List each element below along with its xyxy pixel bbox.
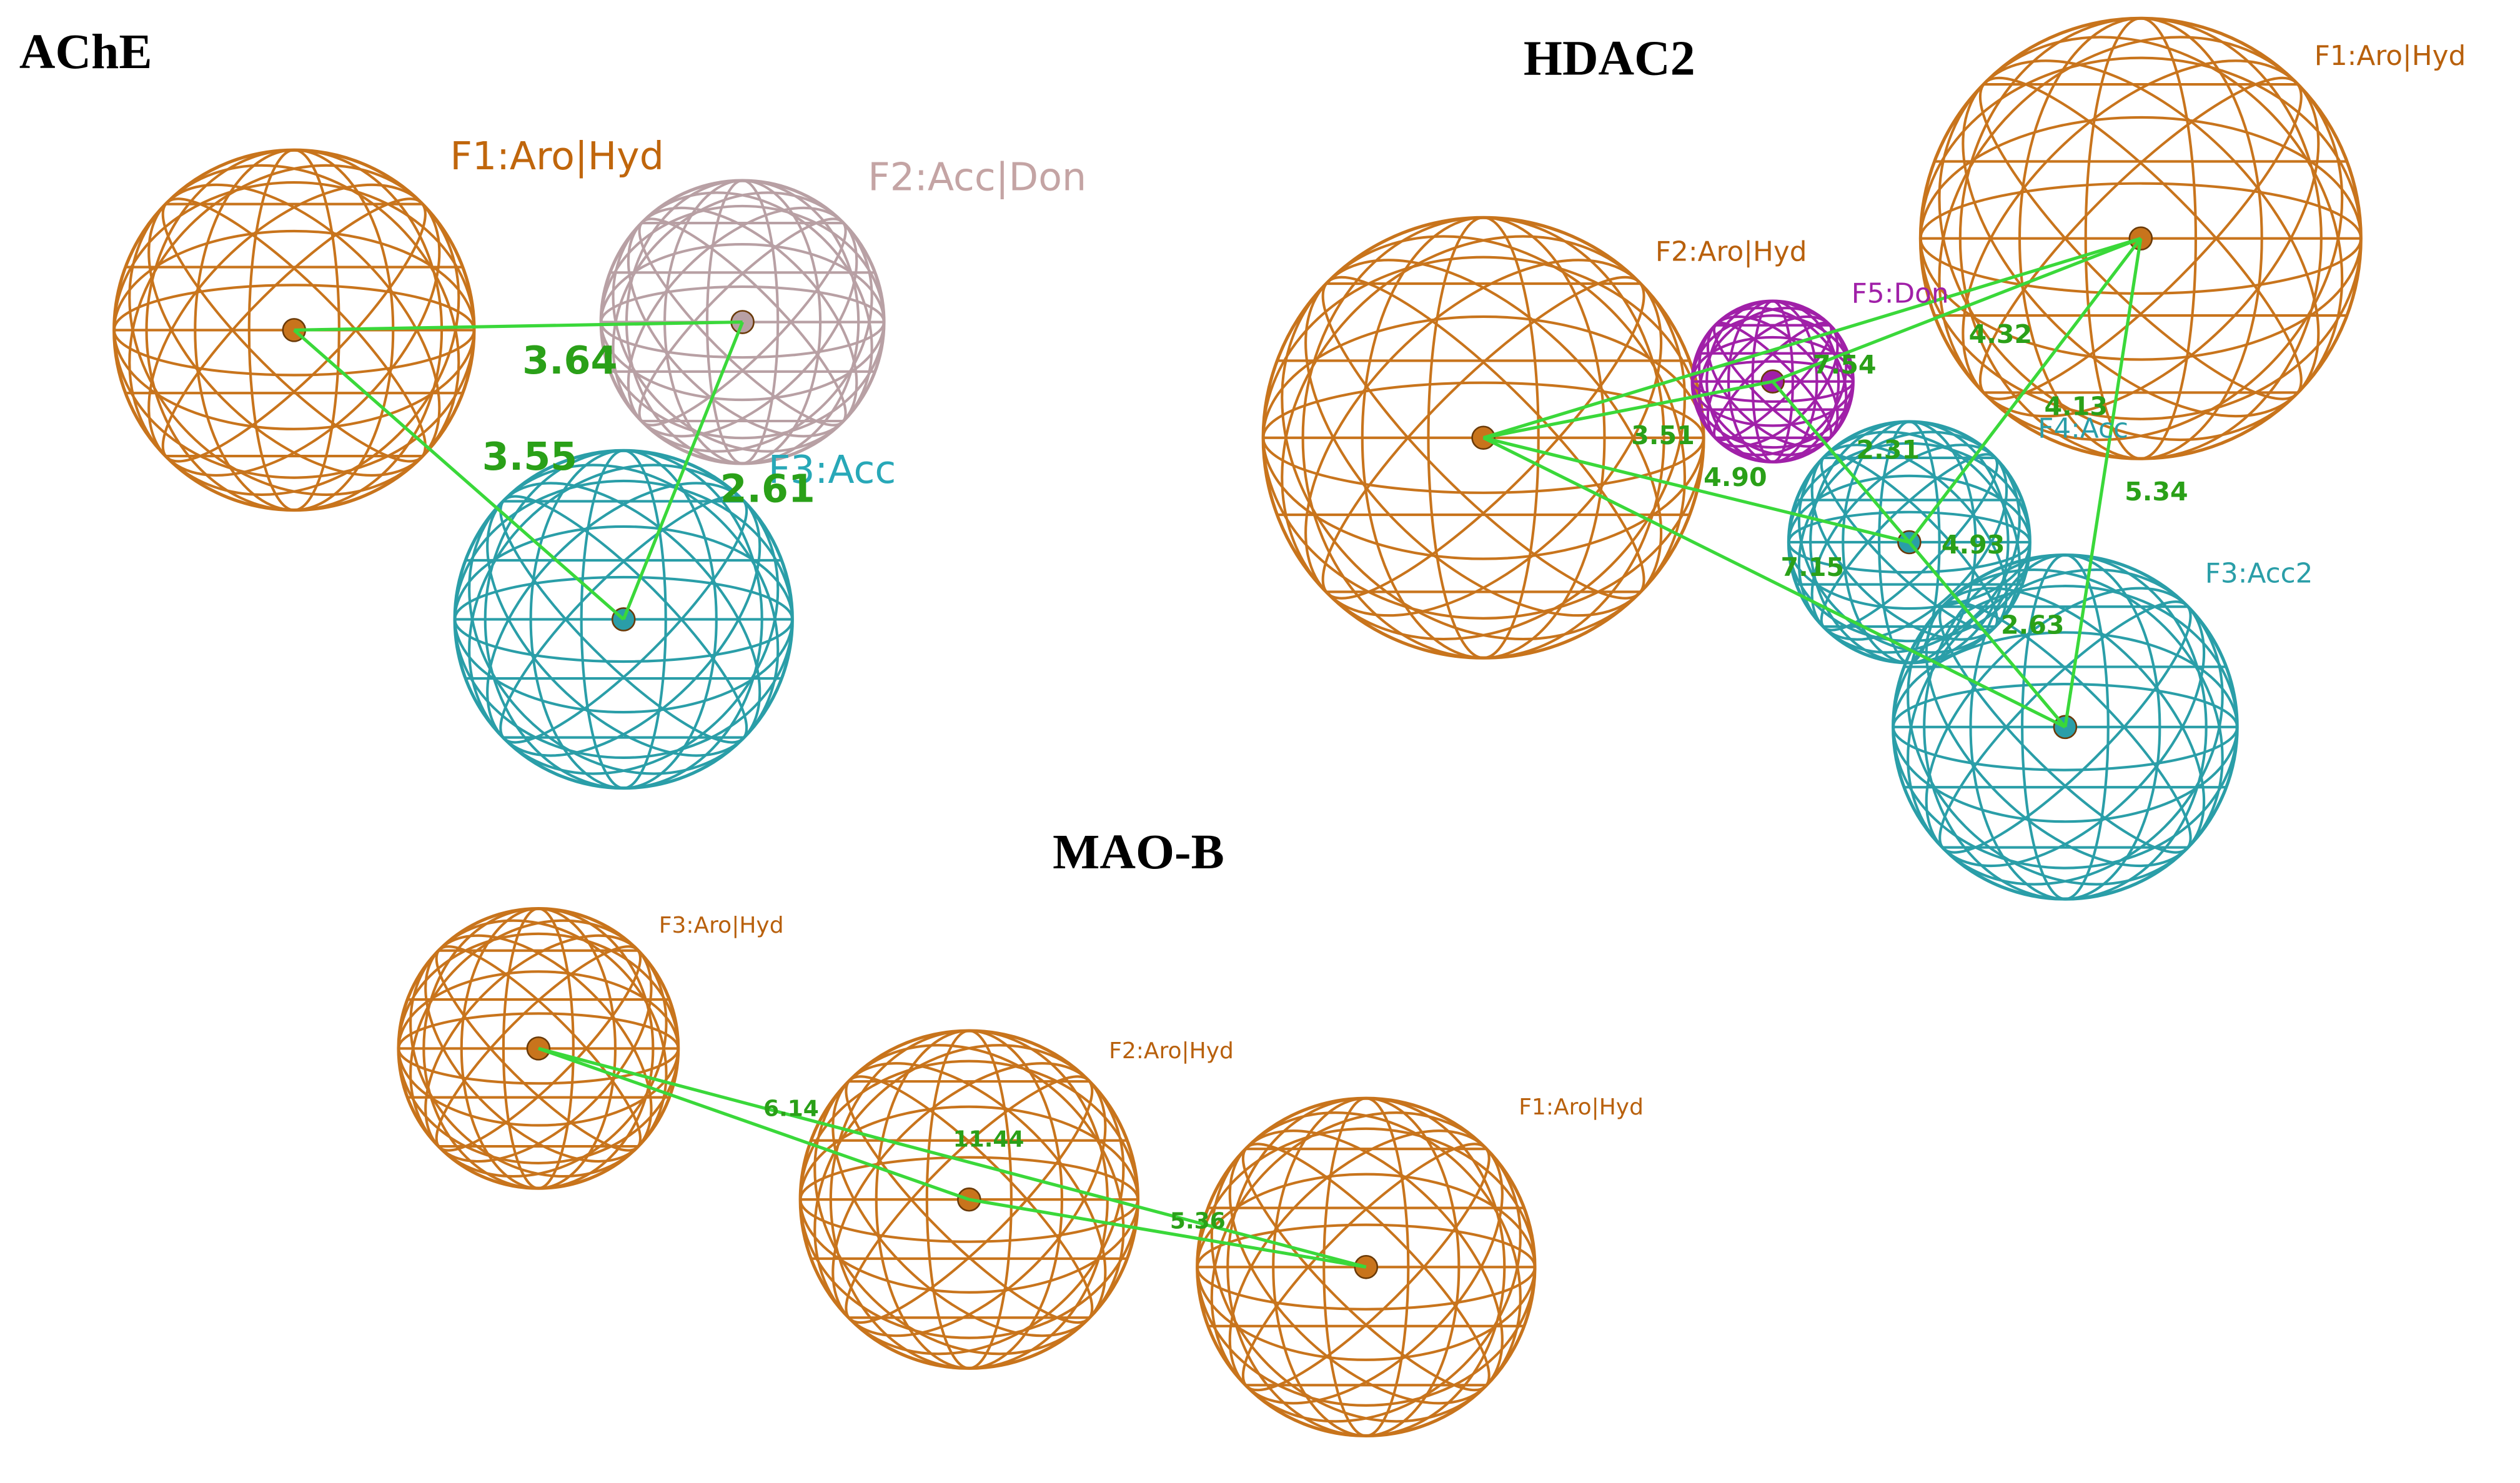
wireframe-ring — [1281, 235, 1686, 641]
feature-label: F3:Aro|Hyd — [659, 913, 784, 938]
wireframe-ring — [1281, 235, 1686, 641]
panel-title: AChE — [19, 24, 152, 79]
distance-label: 4.32 — [1969, 319, 2033, 349]
distance-line — [622, 321, 744, 620]
panel-title: MAO-B — [1053, 825, 1224, 880]
distance-label: 7.54 — [1813, 350, 1877, 380]
distance-line — [538, 1046, 970, 1201]
distance-line — [1772, 237, 2141, 384]
feature-label: F3:Acc2 — [2205, 557, 2313, 589]
feature-label: F1:Aro|Hyd — [1519, 1094, 1644, 1120]
distance-label: 2.31 — [1856, 435, 1920, 465]
distance-line — [294, 320, 743, 332]
feature-sphere — [112, 148, 476, 512]
feature-sphere — [453, 449, 794, 790]
distance-line — [1482, 237, 2141, 440]
distance-label: 3.64 — [522, 338, 617, 383]
distance-label: 2.61 — [720, 467, 815, 512]
feature-label: F1:Aro|Hyd — [2314, 40, 2466, 72]
distance-label: 3.55 — [482, 434, 577, 479]
feature-sphere — [1261, 216, 1705, 660]
distance-line — [538, 1046, 1367, 1269]
distance-line — [1483, 380, 1773, 440]
wireframe-ring — [1938, 36, 2344, 442]
feature-label: F2:Acc|Don — [868, 155, 1086, 201]
feature-sphere — [1196, 1096, 1537, 1437]
wireframe-ring — [1938, 36, 2344, 442]
panel-title: HDAC2 — [1524, 31, 1695, 86]
distance-label: 11.44 — [953, 1126, 1024, 1152]
distance-label: 5.34 — [2125, 477, 2188, 507]
distance-line — [1771, 380, 1911, 543]
feature-sphere — [1690, 299, 1855, 464]
distance-label: 7.15 — [1781, 552, 1845, 582]
distance-label: 4.93 — [1942, 530, 2005, 560]
feature-label: F2:Aro|Hyd — [1109, 1038, 1234, 1064]
distance-label: 3.51 — [1631, 420, 1695, 450]
feature-label: F3:Acc — [768, 447, 896, 492]
feature-sphere — [1918, 16, 2363, 460]
feature-label: F5:Don — [1852, 278, 1949, 310]
feature-label: F4:Acc — [2038, 413, 2128, 445]
distance-line — [1908, 541, 2066, 728]
distance-line — [1482, 436, 2066, 729]
feature-label: F2:Aro|Hyd — [1655, 236, 1807, 268]
distance-line — [1908, 237, 2142, 543]
distance-line — [1482, 436, 1910, 544]
distance-label: 4.13 — [2044, 392, 2108, 422]
feature-sphere — [599, 179, 886, 465]
feature-label: F1:Aro|Hyd — [450, 134, 664, 179]
distance-line — [968, 1198, 1367, 1269]
distance-label: 6.14 — [763, 1096, 819, 1121]
distance-label: 4.90 — [1704, 462, 1767, 492]
distance-label: 5.36 — [1170, 1209, 1226, 1234]
feature-center — [1354, 1254, 1379, 1279]
feature-sphere — [397, 906, 680, 1190]
distance-line — [293, 329, 625, 621]
distance-label: 2.63 — [2001, 610, 2065, 640]
distance-line — [2063, 238, 2143, 728]
feature-sphere — [1892, 553, 2239, 901]
